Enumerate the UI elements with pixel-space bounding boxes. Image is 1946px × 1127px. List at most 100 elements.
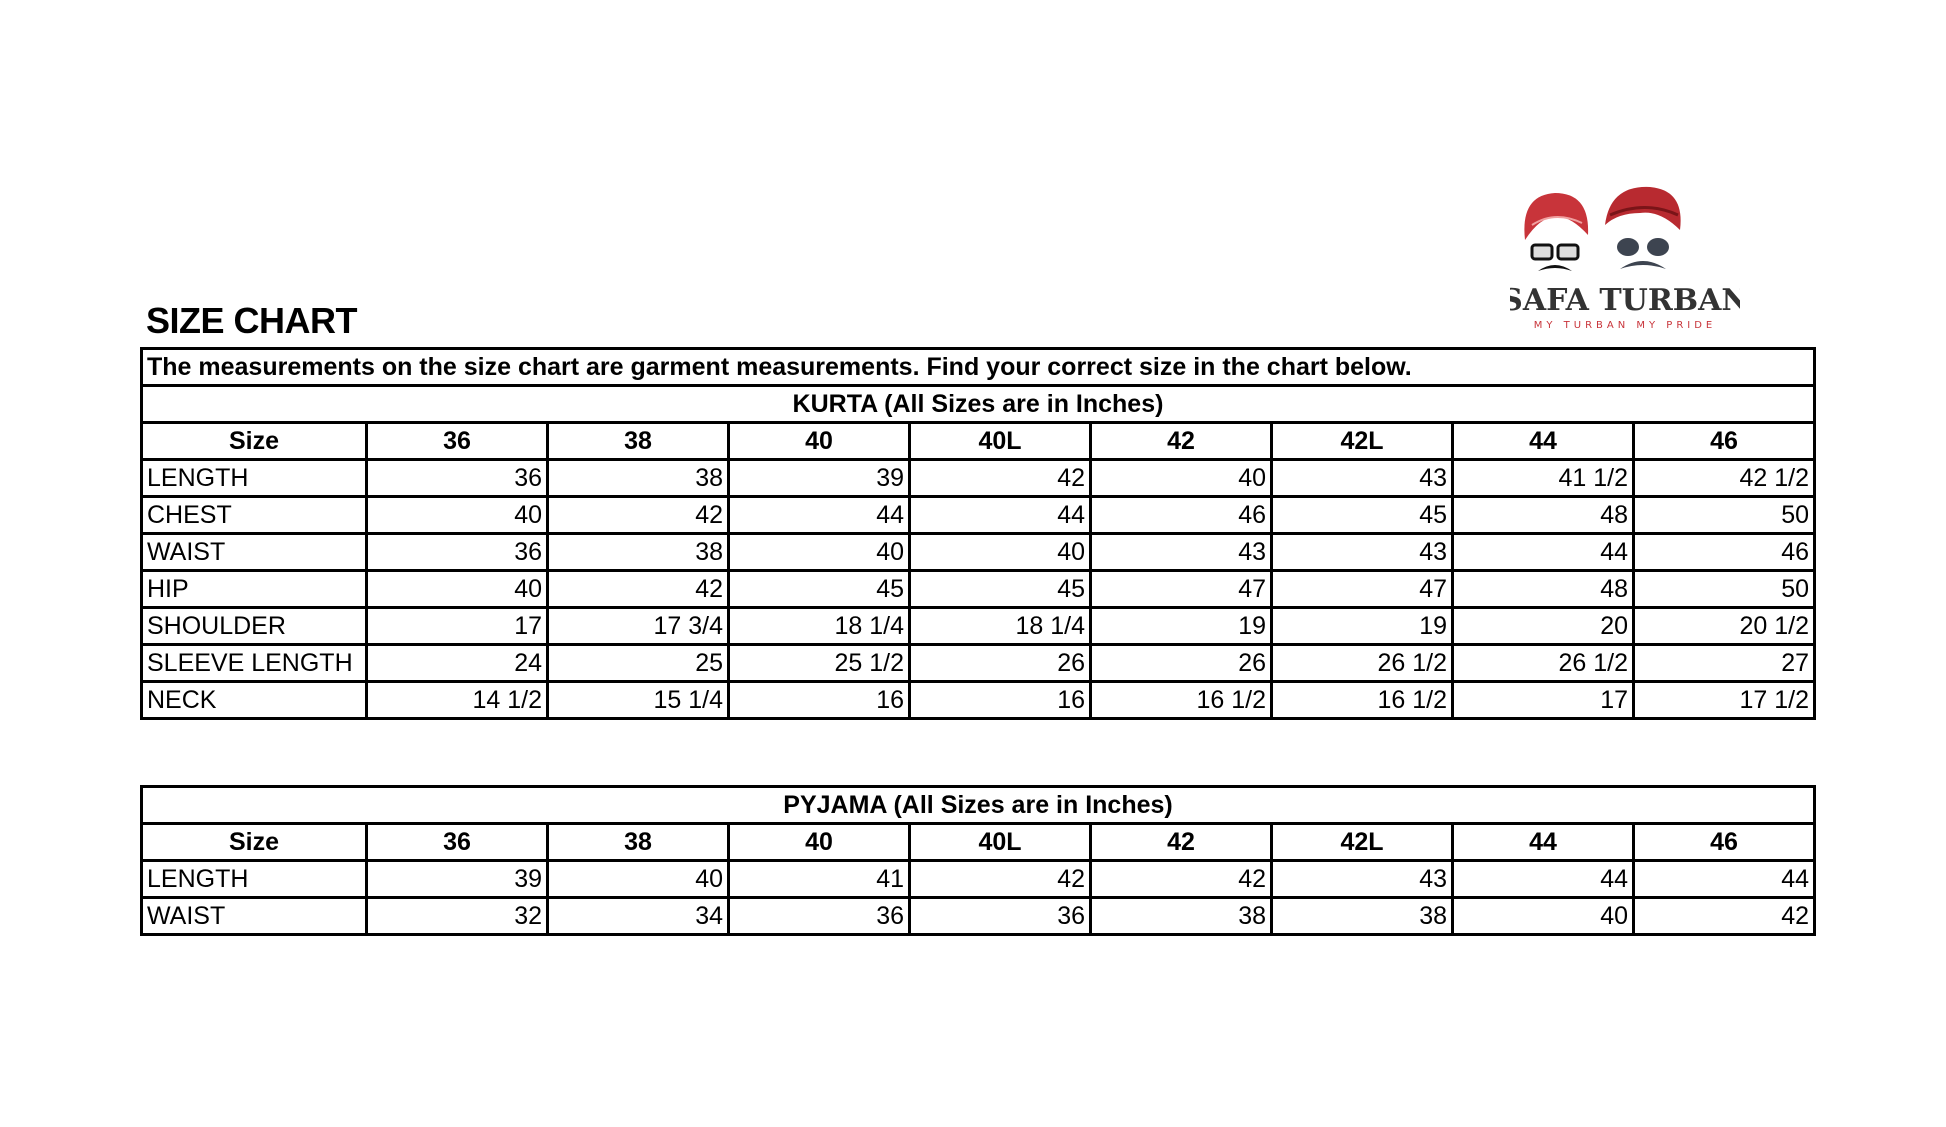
measurement-value: 44 (908, 495, 1092, 535)
column-header: 36 (365, 421, 549, 461)
column-header: 38 (546, 421, 730, 461)
measurement-value: 18 1/4 (727, 606, 911, 646)
table-row: NECK 14 1/2 15 1/4 16 16 16 1/2 16 1/2 17 17 1/2 (140, 680, 1816, 720)
measurement-value: 34 (546, 896, 730, 936)
measurement-value: 46 (1632, 532, 1816, 572)
table-row: WAIST 32 34 36 36 38 38 40 42 (140, 896, 1816, 936)
measurement-value: 40 (365, 495, 549, 535)
measurement-value: 45 (908, 569, 1092, 609)
column-header: 42L (1270, 421, 1454, 461)
column-header: 42L (1270, 822, 1454, 862)
column-header: 38 (546, 822, 730, 862)
column-header: 40L (908, 421, 1092, 461)
measurement-value: 40 (1089, 458, 1273, 498)
table-row: LENGTH 39 40 41 42 42 43 44 44 (140, 859, 1816, 899)
measurement-value: 39 (365, 859, 549, 899)
measurement-value: 17 (1451, 680, 1635, 720)
measurement-value: 26 1/2 (1270, 643, 1454, 683)
measurement-value: 42 (546, 495, 730, 535)
measurement-value: 44 (1632, 859, 1816, 899)
column-header: Size (140, 822, 368, 862)
logo-brand-text: SAFA TURBAN (1510, 283, 1740, 318)
measurement-label: LENGTH (140, 859, 368, 899)
measurement-note: The measurements on the size chart are g… (140, 347, 1816, 387)
measurement-value: 42 (908, 859, 1092, 899)
measurement-value: 26 (908, 643, 1092, 683)
measurement-value: 42 (908, 458, 1092, 498)
measurement-value: 16 1/2 (1270, 680, 1454, 720)
measurement-value: 36 (727, 896, 911, 936)
kurta-heading: KURTA (All Sizes are in Inches) (140, 384, 1816, 424)
measurement-value: 43 (1270, 458, 1454, 498)
measurement-value: 43 (1270, 532, 1454, 572)
measurement-value: 48 (1451, 569, 1635, 609)
measurement-value: 25 (546, 643, 730, 683)
column-header: 46 (1632, 822, 1816, 862)
measurement-value: 17 (365, 606, 549, 646)
measurement-value: 39 (727, 458, 911, 498)
pyjama-header-row: Size 36 38 40 40L 42 42L 44 46 (140, 822, 1816, 862)
measurement-value: 15 1/4 (546, 680, 730, 720)
measurement-value: 26 1/2 (1451, 643, 1635, 683)
measurement-value: 44 (1451, 532, 1635, 572)
measurement-value: 47 (1089, 569, 1273, 609)
measurement-value: 16 1/2 (1089, 680, 1273, 720)
measurement-value: 14 1/2 (365, 680, 549, 720)
pyjama-size-table: PYJAMA (All Sizes are in Inches) Size 36 3… (140, 785, 1816, 936)
measurement-value: 19 (1270, 606, 1454, 646)
measurement-value: 20 1/2 (1632, 606, 1816, 646)
measurement-value: 36 (908, 896, 1092, 936)
measurement-value: 17 1/2 (1632, 680, 1816, 720)
column-header: 42 (1089, 421, 1273, 461)
measurement-value: 24 (365, 643, 549, 683)
measurement-value: 42 (1089, 859, 1273, 899)
measurement-label: WAIST (140, 532, 368, 572)
measurement-value: 41 (727, 859, 911, 899)
column-header: 44 (1451, 421, 1635, 461)
measurement-value: 45 (1270, 495, 1454, 535)
measurement-value: 18 1/4 (908, 606, 1092, 646)
measurement-value: 26 (1089, 643, 1273, 683)
measurement-value: 40 (546, 859, 730, 899)
measurement-value: 16 (908, 680, 1092, 720)
measurement-value: 17 3/4 (546, 606, 730, 646)
kurta-header-row: Size 36 38 40 40L 42 42L 44 46 (140, 421, 1816, 461)
column-header: 40L (908, 822, 1092, 862)
table-row: SLEEVE LENGTH 24 25 25 1/2 26 26 26 1/2 26 1/2 2… (140, 643, 1816, 683)
measurement-value: 47 (1270, 569, 1454, 609)
measurement-label: CHEST (140, 495, 368, 535)
column-header: 46 (1632, 421, 1816, 461)
column-header: 40 (727, 421, 911, 461)
page-title: SIZE CHART (146, 300, 358, 341)
column-header: Size (140, 421, 368, 461)
measurement-value: 44 (1451, 859, 1635, 899)
measurement-value: 19 (1089, 606, 1273, 646)
measurement-value: 40 (365, 569, 549, 609)
measurement-value: 38 (1089, 896, 1273, 936)
column-header: 40 (727, 822, 911, 862)
measurement-label: SHOULDER (140, 606, 368, 646)
measurement-label: HIP (140, 569, 368, 609)
measurement-value: 48 (1451, 495, 1635, 535)
kurta-size-table: The measurements on the size chart are g… (140, 347, 1816, 720)
measurement-value: 45 (727, 569, 911, 609)
table-row: CHEST 40 42 44 44 46 45 48 50 (140, 495, 1816, 535)
measurement-value: 43 (1089, 532, 1273, 572)
measurement-value: 38 (546, 458, 730, 498)
table-row: WAIST 36 38 40 40 43 43 44 46 (140, 532, 1816, 572)
table-row: SHOULDER 17 17 3/4 18 1/4 18 1/4 19 19 20 20 1/2 (140, 606, 1816, 646)
measurement-value: 16 (727, 680, 911, 720)
measurement-value: 36 (365, 532, 549, 572)
pyjama-heading: PYJAMA (All Sizes are in Inches) (140, 785, 1816, 825)
measurement-label: LENGTH (140, 458, 368, 498)
column-header: 36 (365, 822, 549, 862)
measurement-value: 50 (1632, 569, 1816, 609)
measurement-value: 42 (546, 569, 730, 609)
measurement-value: 32 (365, 896, 549, 936)
measurement-value: 40 (727, 532, 911, 572)
safa-turban-logo: SAFA TURBAN MY TURBAN MY PRIDE (1501, 185, 1749, 335)
measurement-value: 44 (727, 495, 911, 535)
measurement-value: 50 (1632, 495, 1816, 535)
measurement-value: 42 (1632, 896, 1816, 936)
logo-tagline-text: MY TURBAN MY PRIDE (1534, 320, 1717, 331)
